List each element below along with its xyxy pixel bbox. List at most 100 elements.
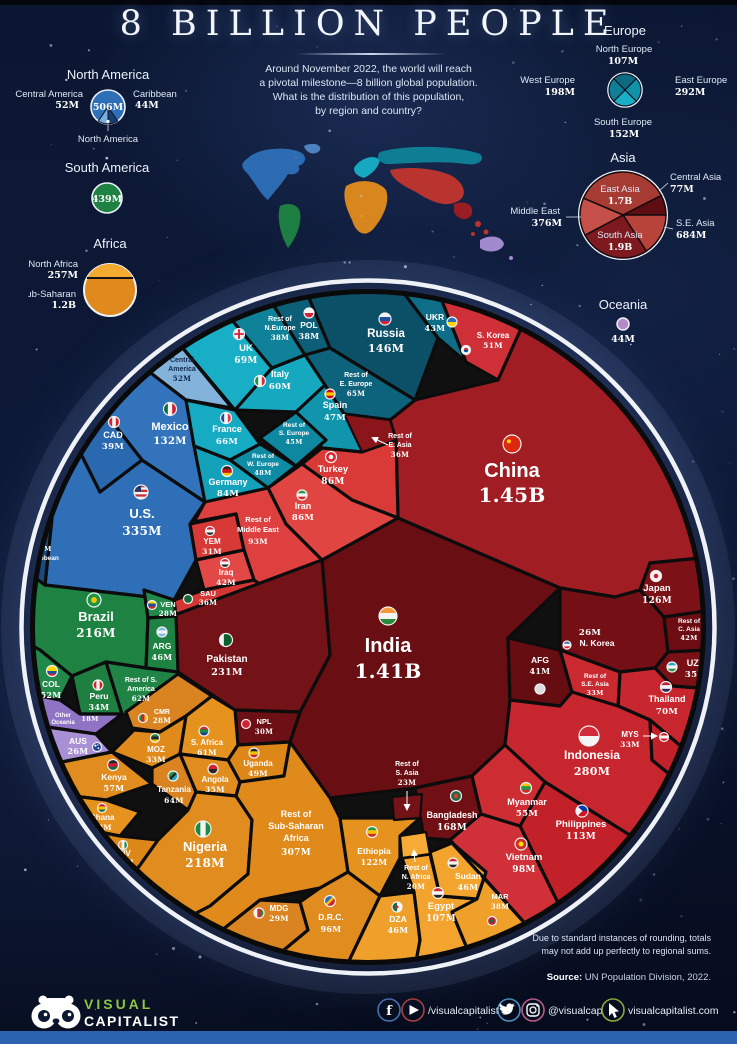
flag-icon (534, 683, 546, 695)
cell-italy (233, 353, 327, 414)
flag-icon (658, 731, 670, 743)
cell-pakistan-labels: Pakistan 231M (206, 654, 247, 678)
youtube-button[interactable] (401, 998, 425, 1022)
legend-europe-e-value: 292M (675, 87, 706, 98)
legend-asia-ca-line (658, 182, 669, 192)
cell-label: YEM (203, 537, 221, 546)
cursor-icon (609, 1003, 619, 1018)
flag-icon (253, 907, 265, 919)
social-handle-2[interactable]: @visualcap (548, 1005, 603, 1017)
cell-label: SAU (200, 589, 216, 598)
cell-label: 84M (217, 489, 239, 499)
cell-label: Rest of (245, 515, 271, 524)
cell-label: S. Asia (395, 770, 418, 777)
legend-na-pointer-label: North America (78, 134, 139, 145)
legend-europe-west-wedge (608, 77, 626, 103)
flag-icon (562, 640, 572, 650)
cell-label: CIV (117, 849, 131, 858)
flag-icon (514, 837, 528, 851)
cell-label: AUS (69, 736, 87, 746)
cell-label: 26M (68, 746, 89, 756)
cell-label: 280M (574, 765, 610, 778)
flag-icon (253, 374, 267, 388)
cell-label: 86M (321, 477, 344, 487)
cell-label: UZB (687, 658, 706, 668)
cell-ro-c-asia (662, 606, 701, 654)
instagram-icon (526, 1003, 540, 1017)
cell-label: Rest of (281, 809, 313, 819)
cell-label: 43M (425, 323, 446, 333)
cell-label: Rest of (388, 433, 412, 440)
flag-icon (378, 312, 392, 326)
cell-label: CMR (154, 709, 170, 716)
cell-label: MAR (491, 892, 509, 901)
bottom-bar (0, 1031, 737, 1044)
map-asia (390, 168, 464, 205)
flag-icon (167, 770, 179, 782)
cell-label: 107M (426, 914, 456, 924)
website-button[interactable] (601, 998, 625, 1022)
cell-vietnam-labels: Vietnam 98M (506, 852, 543, 875)
social-handle-1[interactable]: /visualcapitalist (428, 1005, 499, 1017)
cell-label: 39M (102, 442, 124, 452)
cell-uk-labels: UK 69M (234, 343, 257, 366)
legend-na-right-value: 44M (135, 100, 159, 111)
cell-label: Rest of (395, 761, 419, 768)
cell-label: 65M (347, 389, 365, 398)
legend-europe-s-name: South Europe (594, 117, 652, 128)
cell-label: 70M (656, 707, 678, 717)
legend-south-america: South America 439M (65, 160, 150, 214)
cell-label: 34M (89, 702, 110, 712)
cell-label: 45M (285, 438, 302, 446)
cell-label: 36M (391, 450, 409, 459)
cell-label: America (168, 366, 196, 373)
flag-icon (92, 679, 104, 691)
cell-label: 36M (199, 598, 217, 607)
twitter-button[interactable] (497, 998, 521, 1022)
flag-icon (365, 825, 379, 839)
flag-icon (460, 344, 472, 356)
facebook-button[interactable]: f (377, 998, 401, 1022)
cell-label: Rest of (344, 372, 368, 379)
map-africa (344, 181, 388, 234)
cell-label: MDG (270, 904, 289, 913)
cell-label: 42M (216, 578, 236, 587)
legend-africa: Africa North Africa 257M Sub-Saharan 1.2… (28, 236, 137, 317)
flag-icon (117, 839, 129, 851)
social-handle-3[interactable]: visualcapitalist.com (628, 1005, 719, 1017)
cell-label: 146M (368, 342, 404, 355)
cell-japan-labels: Japan 126M (642, 583, 672, 606)
rounding-note-line: Due to standard instances of rounding, t… (532, 933, 711, 943)
legend-oceania-title: Oceania (599, 297, 648, 312)
cell-label: Indonesia (564, 748, 620, 762)
flag-icon (198, 725, 210, 737)
cell-drc-labels: D.R.C. 96M (318, 912, 344, 934)
legend-sa-total: 439M (92, 194, 123, 205)
title-divider (296, 53, 446, 55)
cell-label: Central (170, 357, 194, 364)
cell-label: 49M (248, 769, 268, 778)
cell-label: Vietnam (506, 852, 543, 863)
starfield (24, 7, 736, 1031)
flag-icon (219, 411, 233, 425)
cell-ro-sub-saharan-labels: Rest of Sub-Saharan Africa 307M (268, 809, 324, 858)
legend-sa-circle (91, 182, 123, 214)
cell-label: E. Europe (340, 381, 373, 388)
instagram-button[interactable] (521, 998, 545, 1022)
legend-africa-seg2-name: Sub-Saharan (28, 289, 76, 300)
legend-oceania: Oceania 44M (599, 297, 648, 345)
cell-label: 38M (299, 331, 320, 341)
cell-label: 126M (642, 596, 672, 606)
cell-label: 1.45B (478, 483, 545, 507)
flag-icon (659, 680, 673, 694)
subtitle-line: What is the distribution of this populat… (272, 91, 465, 103)
